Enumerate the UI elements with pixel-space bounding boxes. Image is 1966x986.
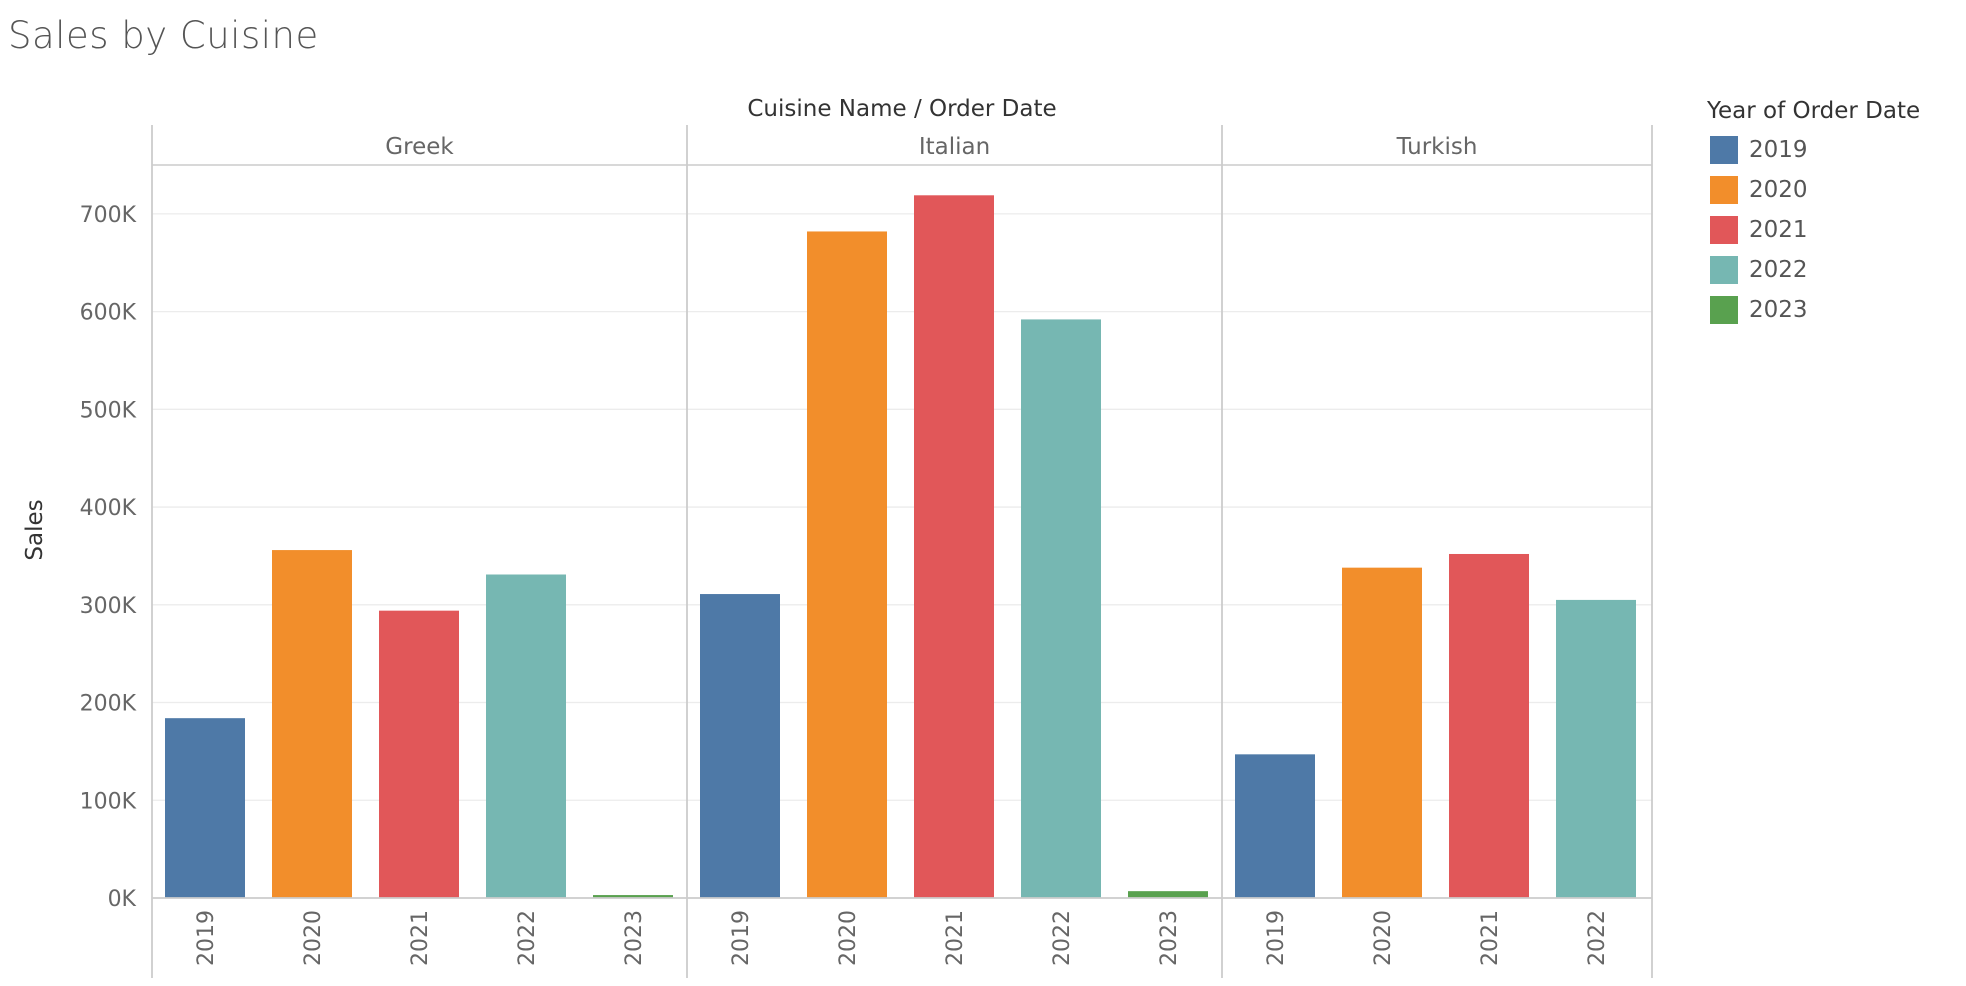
x-tick-label: 2019 bbox=[1264, 910, 1289, 966]
x-tick-label: 2022 bbox=[1050, 910, 1075, 966]
bar-turkish-2022 bbox=[1556, 599, 1636, 898]
bar-italian-2021 bbox=[914, 195, 994, 898]
bar-turkish-2019 bbox=[1235, 754, 1315, 898]
x-tick-label: 2021 bbox=[943, 910, 968, 966]
legend-swatch bbox=[1710, 136, 1738, 164]
x-tick-label: 2020 bbox=[1371, 910, 1396, 966]
y-tick-label: 300K bbox=[80, 594, 137, 619]
legend-label: 2020 bbox=[1749, 177, 1808, 203]
legend[interactable]: Year of Order Date 2019 2020 2021 2022 2023 bbox=[1707, 98, 1920, 330]
x-tick-label: 2023 bbox=[1157, 910, 1182, 966]
y-tick-label: 700K bbox=[80, 203, 137, 228]
x-tick-label: 2023 bbox=[622, 910, 647, 966]
bar-italian-2022 bbox=[1021, 319, 1101, 898]
legend-swatch bbox=[1710, 216, 1738, 244]
legend-item-2019[interactable]: 2019 bbox=[1707, 130, 1920, 170]
panel-header-italian: Italian bbox=[919, 134, 990, 160]
legend-item-2020[interactable]: 2020 bbox=[1707, 170, 1920, 210]
legend-title: Year of Order Date bbox=[1707, 98, 1921, 124]
x-tick-label: 2019 bbox=[729, 910, 754, 966]
y-tick-label: 100K bbox=[80, 789, 137, 814]
bar-italian-2023 bbox=[1128, 891, 1208, 898]
bar-chart: Cuisine Name / Order Date Greek Italian Tur… bbox=[22, 96, 1653, 978]
chart-title: Sales by Cuisine bbox=[8, 14, 319, 57]
legend-swatch bbox=[1710, 296, 1738, 324]
legend-swatch bbox=[1710, 176, 1738, 204]
x-tick-label: 2020 bbox=[301, 910, 326, 966]
y-tick-label: 0K bbox=[108, 887, 137, 912]
legend-item-2023[interactable]: 2023 bbox=[1707, 290, 1920, 330]
y-tick-label: 200K bbox=[80, 692, 137, 717]
x-tick-label: 2019 bbox=[194, 910, 219, 966]
bar-turkish-2021 bbox=[1449, 553, 1529, 898]
y-tick-label: 400K bbox=[80, 496, 137, 521]
x-tick-label: 2021 bbox=[408, 910, 433, 966]
bar-italian-2020 bbox=[807, 231, 887, 898]
panel-header-turkish: Turkish bbox=[1396, 134, 1478, 160]
x-tick-label: 2022 bbox=[515, 910, 540, 966]
x-tick-label: 2020 bbox=[836, 910, 861, 966]
legend-item-2021[interactable]: 2021 bbox=[1707, 210, 1920, 250]
bar-greek-2020 bbox=[272, 550, 352, 898]
legend-label: 2019 bbox=[1749, 137, 1808, 163]
y-tick-label: 500K bbox=[80, 398, 137, 423]
panel-header-greek: Greek bbox=[385, 134, 454, 160]
bar-italian-2019 bbox=[700, 594, 780, 898]
x-tick-label: 2021 bbox=[1478, 910, 1503, 966]
column-header: Cuisine Name / Order Date bbox=[747, 96, 1056, 122]
legend-item-2022[interactable]: 2022 bbox=[1707, 250, 1920, 290]
y-axis-label: Sales bbox=[22, 499, 48, 560]
legend-label: 2021 bbox=[1749, 217, 1808, 243]
legend-swatch bbox=[1710, 256, 1738, 284]
legend-label: 2023 bbox=[1749, 297, 1808, 323]
bar-greek-2019 bbox=[165, 718, 245, 898]
bar-greek-2022 bbox=[486, 574, 566, 898]
bar-greek-2023 bbox=[593, 895, 673, 898]
x-tick-label: 2022 bbox=[1585, 910, 1610, 966]
bar-turkish-2020 bbox=[1342, 567, 1422, 898]
bar-greek-2021 bbox=[379, 610, 459, 898]
y-tick-label: 600K bbox=[80, 301, 137, 326]
legend-label: 2022 bbox=[1749, 257, 1808, 283]
